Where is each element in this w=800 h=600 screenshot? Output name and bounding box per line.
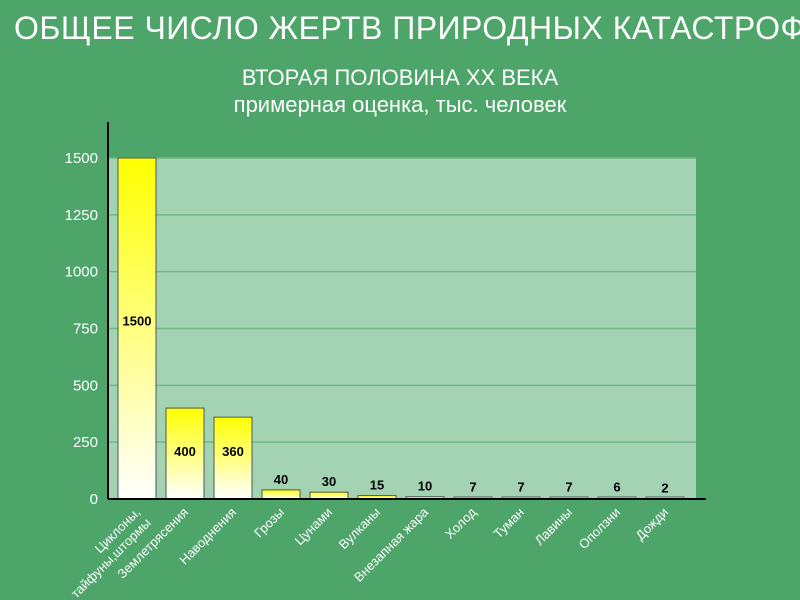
chart-subtitle-line-1: ВТОРАЯ ПОЛОВИНА XX ВЕКА [241, 65, 559, 90]
x-tick-label: Лавины [532, 505, 575, 548]
bar-value-label: 7 [517, 479, 524, 494]
bar-value-label: 360 [222, 444, 244, 459]
bar-value-label: 2 [661, 481, 668, 496]
bar-value-label: 1500 [123, 314, 152, 329]
gridlines [108, 157, 696, 443]
x-tick-label: Цунами [291, 505, 335, 549]
x-axis-labels: Циклоны,тайфуны,штормыЗемлетрясенияНавод… [68, 504, 672, 600]
y-tick-label: 1500 [65, 150, 98, 167]
y-tick-label: 1000 [65, 264, 98, 281]
bar-value-label: 7 [565, 479, 572, 494]
x-tick-label: Дожди [633, 505, 672, 544]
bar-value-label: 30 [322, 474, 336, 489]
bar-value-label: 6 [613, 480, 620, 495]
bar-value-label: 400 [174, 444, 196, 459]
y-tick-label: 750 [73, 321, 98, 338]
bar [261, 489, 301, 500]
bar [309, 491, 349, 500]
bar [213, 416, 253, 500]
chart-subtitle-line-2: примерная оценка, тыс. человек [233, 92, 567, 117]
bar [117, 157, 157, 500]
bar-value-label: 15 [370, 478, 384, 493]
bar-value-label: 10 [418, 479, 432, 494]
x-tick-label: Грозы [251, 505, 287, 541]
x-tick-label: Оползни [576, 505, 623, 552]
x-tick-label: Туман [490, 505, 527, 542]
y-tick-label: 250 [73, 434, 98, 451]
bar-value-labels: 1500 400 360 40 30 15 10 7 7 7 6 2 [123, 314, 669, 496]
x-tick-label: Вулканы [336, 505, 383, 552]
bar [165, 407, 205, 500]
bar-value-label: 7 [469, 479, 476, 494]
x-tick-label: Холод [442, 504, 480, 542]
y-tick-label: 1250 [65, 207, 98, 224]
y-axis-ticks: 0 250 500 750 1000 1250 1500 [65, 150, 98, 508]
y-tick-label: 500 [73, 377, 98, 394]
bar-value-label: 40 [274, 472, 288, 487]
y-tick-label: 0 [90, 491, 98, 508]
page-title: ОБЩЕЕ ЧИСЛО ЖЕРТВ ПРИРОДНЫХ КАТАСТРОФ [14, 10, 800, 46]
